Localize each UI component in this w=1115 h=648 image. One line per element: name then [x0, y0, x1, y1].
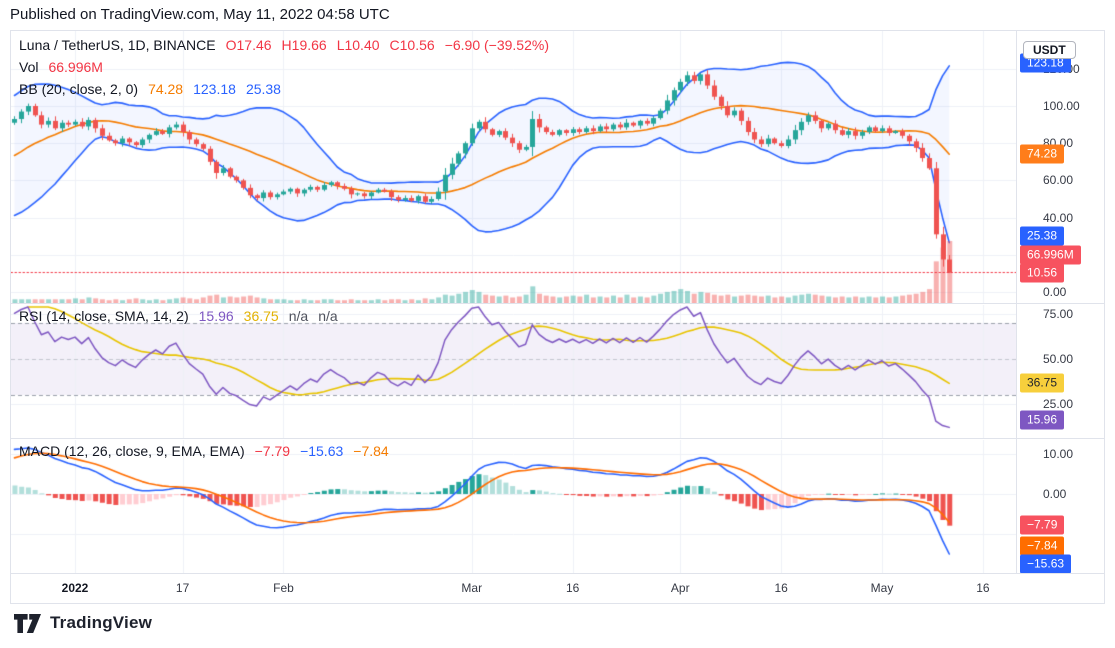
rsi-axis-badge: 15.96 — [1020, 410, 1065, 430]
macd-signal-value: −7.84 — [353, 443, 389, 459]
ohlc-close: C10.56 — [389, 37, 435, 53]
price-axis[interactable]: 120.00100.0080.0060.0040.000.0075.0050.0… — [1016, 31, 1104, 603]
macd-axis-badge: −7.84 — [1020, 536, 1065, 556]
time-axis-label: 16 — [565, 581, 580, 595]
time-axis-label: Mar — [461, 581, 483, 595]
rsi-band-upper: n/a — [288, 308, 309, 324]
rsi-legend: RSI (14, close, SMA, 14, 2) 15.96 36.75 … — [19, 308, 338, 324]
time-axis[interactable]: 2022 17 Feb Mar 16 Apr 16 May 16 — [11, 573, 1104, 603]
bb-lower-value: 25.38 — [245, 81, 281, 97]
bb-upper-value: 123.18 — [193, 81, 236, 97]
symbol-legend: Luna / TetherUS, 1D, BINANCE O17.46 H19.… — [19, 37, 549, 53]
macd-axis-badge: −7.79 — [1020, 515, 1065, 535]
bb-basis-value: 74.28 — [148, 81, 184, 97]
main-axis-tick: 40.00 — [1043, 211, 1074, 225]
main-axis-badge: 10.56 — [1020, 263, 1065, 283]
macd-axis-tick: 0.00 — [1043, 487, 1067, 501]
rsi-axis-tick: 25.00 — [1043, 397, 1074, 411]
main-axis-tick: 100.00 — [1043, 99, 1080, 113]
macd-axis-tick: 10.00 — [1043, 447, 1074, 461]
time-axis-label: 2022 — [61, 581, 89, 595]
currency-button[interactable]: USDT — [1023, 41, 1076, 59]
price-change: −6.90 (−39.52%) — [444, 37, 549, 53]
volume-label: Vol — [19, 59, 39, 75]
symbol-title: Luna / TetherUS, 1D, BINANCE — [19, 37, 216, 53]
time-axis-label: 17 — [175, 581, 190, 595]
time-axis-label: May — [870, 581, 894, 595]
rsi-pane-canvas[interactable] — [11, 305, 1016, 438]
tradingview-brand-text: TradingView — [50, 613, 153, 632]
macd-hist-value: −7.79 — [254, 443, 291, 459]
ohlc-low: L10.40 — [336, 37, 380, 53]
rsi-ma-value: 36.75 — [243, 308, 279, 324]
time-axis-label: Apr — [670, 581, 690, 595]
rsi-value: 15.96 — [198, 308, 234, 324]
main-axis-tick: 0.00 — [1043, 285, 1067, 299]
rsi-band-lower: n/a — [318, 308, 338, 324]
main-axis-badge: 74.28 — [1020, 144, 1065, 164]
rsi-axis-badge: 36.75 — [1020, 373, 1065, 393]
chart-frame: Luna / TetherUS, 1D, BINANCE O17.46 H19.… — [10, 30, 1105, 604]
macd-label: MACD (12, 26, close, 9, EMA, EMA) — [19, 443, 245, 459]
macd-legend: MACD (12, 26, close, 9, EMA, EMA) −7.79 … — [19, 443, 389, 459]
main-price-pane-canvas[interactable] — [11, 31, 1016, 303]
macd-line-value: −15.63 — [300, 443, 344, 459]
bb-label: BB (20, close, 2, 0) — [19, 81, 139, 97]
ohlc-high: H19.66 — [281, 37, 327, 53]
main-axis-badge: 25.38 — [1020, 226, 1065, 246]
tradingview-logo-icon — [14, 613, 41, 633]
bb-legend: BB (20, close, 2, 0) 74.28 123.18 25.38 — [19, 81, 281, 97]
tradingview-brand-link[interactable]: TradingView — [14, 613, 152, 633]
ohlc-open: O17.46 — [225, 37, 272, 53]
time-axis-label: 16 — [774, 581, 788, 595]
pane-divider[interactable] — [11, 438, 1104, 439]
pane-divider[interactable] — [11, 303, 1104, 304]
main-axis-tick: 60.00 — [1043, 173, 1074, 187]
volume-legend: Vol 66.996M — [19, 59, 103, 75]
rsi-axis-tick: 75.00 — [1043, 307, 1074, 321]
volume-value: 66.996M — [48, 59, 103, 75]
rsi-axis-tick: 50.00 — [1043, 352, 1074, 366]
time-axis-label: Feb — [273, 581, 294, 595]
macd-axis-badge: −15.63 — [1020, 554, 1072, 574]
macd-pane-canvas[interactable] — [11, 440, 1016, 573]
time-axis-label: 16 — [976, 581, 990, 595]
published-bar: Published on TradingView.com, May 11, 20… — [10, 6, 390, 23]
main-axis-badge: 66.996M — [1020, 245, 1081, 265]
rsi-label: RSI (14, close, SMA, 14, 2) — [19, 308, 189, 324]
